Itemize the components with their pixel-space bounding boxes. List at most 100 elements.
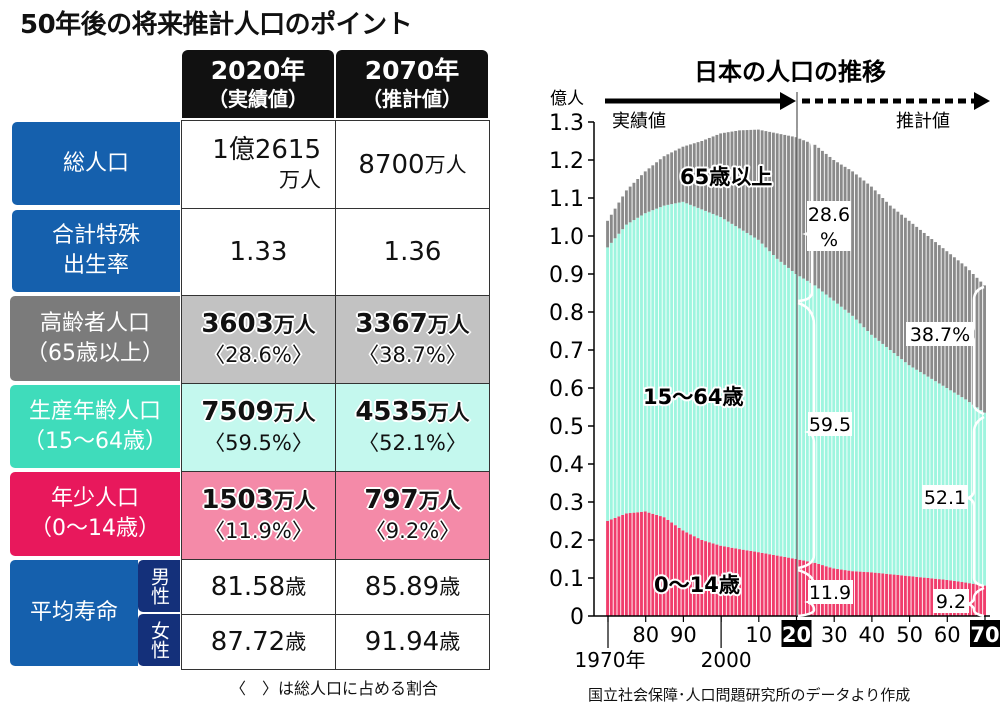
bar-segment-2037-2 xyxy=(858,177,862,324)
bar-segment-2040-2 xyxy=(870,186,873,335)
bar-segment-2054-0 xyxy=(922,577,926,616)
bar-segment-2039-1 xyxy=(866,331,870,573)
bar-segment-1977-2 xyxy=(632,182,636,221)
bar-segment-1974-2 xyxy=(621,196,625,230)
unit: 歳 xyxy=(439,630,461,654)
bar-segment-1995-0 xyxy=(700,540,704,616)
bar-segment-2050-1 xyxy=(907,365,911,577)
x-tick-label: 90 xyxy=(670,623,697,647)
unit: 万人 xyxy=(273,313,316,337)
row-label-male: 男性 xyxy=(138,560,180,612)
bar-segment-1987-0 xyxy=(670,522,674,616)
bar-segment-1997-0 xyxy=(707,542,711,616)
bar-segment-1973-0 xyxy=(617,516,621,616)
bar-segment-2047-1 xyxy=(896,356,900,575)
bar-segment-2006-0 xyxy=(741,549,745,616)
bar-segment-2048-2 xyxy=(900,214,904,360)
bar-segment-1987-2 xyxy=(670,152,674,205)
bar-segment-2059-2 xyxy=(941,248,945,386)
x-tick-label: 2000 xyxy=(701,648,752,672)
bar-segment-2053-0 xyxy=(919,577,922,616)
bar-segment-2005-0 xyxy=(738,549,741,616)
actual-label: 実績値 xyxy=(612,111,666,132)
bar-segment-1986-2 xyxy=(666,154,670,205)
bar-segment-2043-1 xyxy=(881,343,885,574)
cell-young-2070: 797万人 〈9.2%〉 xyxy=(335,471,490,560)
bar-segment-2052-2 xyxy=(915,226,919,370)
annotation-box xyxy=(808,580,853,604)
annotation-box xyxy=(808,412,852,436)
bar-segment-2018-2 xyxy=(787,135,790,268)
bar-segment-1982-2 xyxy=(651,165,655,211)
bar-segment-1981-1 xyxy=(647,211,651,513)
sublabel: （15〜64歳） xyxy=(23,428,167,454)
row-label-elderly: 高齢者人口 （65歳以上） xyxy=(10,296,180,381)
row-label-total: 総人口 xyxy=(12,122,180,205)
cell-total-2070: 8700 万人 xyxy=(335,120,490,209)
series-label-15-64: 15〜64歳 xyxy=(643,385,743,409)
bar-segment-1996-0 xyxy=(704,541,708,616)
bar-segment-1981-0 xyxy=(647,512,651,616)
bar-segment-2022-2 xyxy=(802,140,806,279)
bar-segment-1992-1 xyxy=(689,204,692,535)
chart-source: 国立社会保障･人口問題研究所のデータより作成 xyxy=(588,686,911,704)
bar-segment-1991-1 xyxy=(685,203,689,533)
bar-segment-1985-2 xyxy=(662,156,666,206)
x-tick-highlight xyxy=(781,620,812,647)
bar-segment-2043-0 xyxy=(881,573,885,616)
bar-segment-2010-0 xyxy=(756,552,760,616)
unit: 万人 xyxy=(424,152,467,177)
bar-segment-2042-2 xyxy=(877,194,881,341)
bar-segment-2012-2 xyxy=(764,131,768,248)
cell-working-2020: 7509万人 〈59.5%〉 xyxy=(181,383,336,472)
row-label-working: 生産年齢人口 （15〜64歳） xyxy=(10,385,180,468)
bar-segment-2020-2 xyxy=(794,137,798,274)
value: 1503 xyxy=(201,485,274,515)
bar-segment-1999-2 xyxy=(715,134,719,216)
bar-segment-2036-1 xyxy=(854,319,858,572)
bar-segment-1977-1 xyxy=(632,220,636,513)
bar-segment-1991-0 xyxy=(685,532,689,616)
bar-segment-1989-2 xyxy=(677,148,681,203)
bar-segment-1971-0 xyxy=(609,519,613,616)
bar-segment-1975-1 xyxy=(624,224,628,514)
bar-segment-1995-2 xyxy=(700,141,704,210)
bar-segment-2008-1 xyxy=(749,235,753,551)
percent: 〈28.6%〉 xyxy=(204,343,313,367)
bar-segment-1981-2 xyxy=(647,168,651,212)
bar-segment-2020-1 xyxy=(794,274,798,559)
bar-segment-2041-2 xyxy=(873,190,877,338)
bar-segment-2049-1 xyxy=(903,362,907,576)
bar-segment-2045-2 xyxy=(888,205,892,350)
bar-segment-2015-1 xyxy=(775,258,779,556)
y-tick-label: 0.7 xyxy=(549,339,584,364)
bar-segment-2036-2 xyxy=(854,174,858,320)
value: 3367 xyxy=(355,309,428,339)
bar-segment-2056-2 xyxy=(930,239,934,379)
bar-segment-2053-1 xyxy=(919,372,922,578)
bar-segment-2021-0 xyxy=(798,559,802,616)
y-tick-label: 0 xyxy=(570,605,584,630)
bar-segment-2043-2 xyxy=(881,198,885,344)
bar-segment-2007-0 xyxy=(745,550,749,616)
value: 81.58 xyxy=(210,572,286,602)
bar-segment-2047-0 xyxy=(896,574,900,616)
bar-segment-2000-2 xyxy=(719,133,723,217)
bar-segment-2069-0 xyxy=(979,584,983,616)
bar-segment-2021-2 xyxy=(798,138,802,277)
bar-segment-2018-1 xyxy=(787,267,790,558)
bar-segment-1986-0 xyxy=(666,519,670,616)
bar-segment-2044-0 xyxy=(885,573,888,616)
bar-segment-2050-0 xyxy=(907,576,911,616)
bar-segment-2022-0 xyxy=(802,560,806,616)
annotation-2020-young: 11.9 xyxy=(809,582,851,604)
value: 4535 xyxy=(355,397,428,427)
projected-arrowhead-icon xyxy=(974,92,990,110)
bar-segment-2041-0 xyxy=(873,572,877,616)
cell-elderly-2020: 3603万人 〈28.6%〉 xyxy=(181,295,336,384)
series-label-0-14: 0〜14歳 xyxy=(654,573,740,597)
bar-segment-1997-1 xyxy=(707,212,711,543)
bar-segment-2037-1 xyxy=(858,323,862,572)
bar-segment-2006-2 xyxy=(741,130,745,231)
